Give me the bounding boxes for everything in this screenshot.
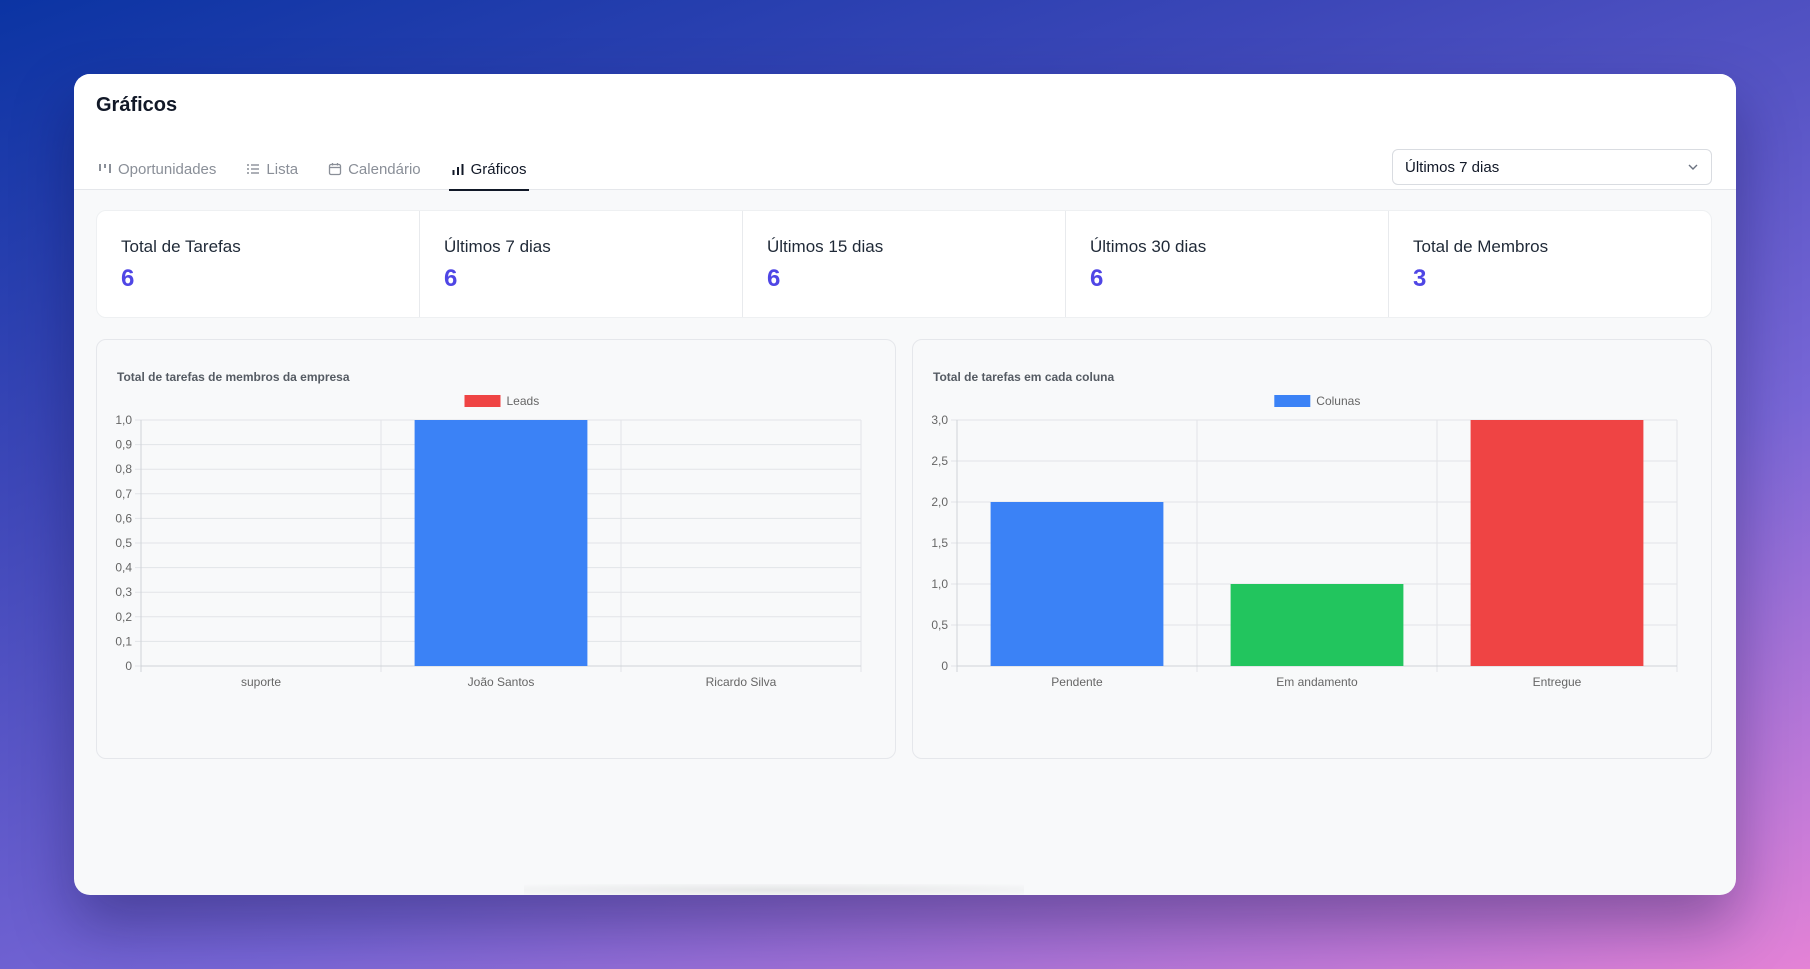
- tab-label: Calendário: [348, 160, 421, 178]
- stat-value: 6: [121, 265, 135, 292]
- legend-swatch: [1274, 395, 1311, 407]
- x-tick-label: João Santos: [468, 675, 535, 689]
- y-tick-label: 0: [125, 659, 132, 673]
- bar[interactable]: [990, 502, 1164, 666]
- view-tabs: Oportunidades Lista Calendário Gráficos: [96, 148, 555, 191]
- chart-card-colunas: Total de tarefas em cada coluna 0 0,5 1,0 1…: [912, 339, 1712, 759]
- stat-ultimos-7-dias: Últimos 7 dias 6: [420, 211, 743, 317]
- stat-value: 6: [1090, 265, 1104, 292]
- app-window: Gráficos Oportunidades Lista Calendário …: [74, 74, 1736, 895]
- y-tick-label: 0: [941, 659, 948, 673]
- y-tick-label: 0,2: [115, 610, 132, 624]
- y-tick-label: 2,5: [931, 454, 948, 468]
- y-tick-label: 0,4: [115, 561, 132, 575]
- members-bar-chart: 0 0,1 0,2 0,3 0,4 0,5 0,6 0,7 0,8 0,9 1,0 suporte Jo…: [115, 394, 862, 689]
- tab-graficos[interactable]: Gráficos: [448, 148, 529, 191]
- y-tick-label: 0,8: [115, 462, 132, 476]
- stat-label: Total de Membros: [1413, 237, 1549, 256]
- chart-card-membros: Total de tarefas de membros da empresa 0…: [96, 339, 896, 759]
- y-tick-label: 0,5: [115, 536, 132, 550]
- stat-total-tarefas: Total de Tarefas 6: [97, 211, 420, 317]
- x-tick-label: Ricardo Silva: [706, 675, 777, 689]
- stats-summary: Total de Tarefas 6 Últimos 7 dias 6 Últi…: [96, 210, 1712, 318]
- y-tick-label: 1,5: [931, 536, 948, 550]
- tab-label: Oportunidades: [118, 160, 217, 178]
- y-tick-label: 0,7: [115, 487, 132, 501]
- list-icon: [247, 164, 260, 174]
- page-header: Gráficos Oportunidades Lista Calendário …: [74, 74, 1736, 191]
- bar[interactable]: [414, 420, 588, 666]
- stat-ultimos-15-dias: Últimos 15 dias 6: [743, 211, 1066, 317]
- legend-label[interactable]: Leads: [507, 394, 540, 408]
- y-tick-label: 0,6: [115, 511, 132, 525]
- tab-calendario[interactable]: Calendário: [326, 148, 423, 190]
- bar[interactable]: [1230, 584, 1404, 666]
- tab-label: Gráficos: [470, 160, 527, 178]
- stat-total-membros: Total de Membros 3: [1389, 211, 1711, 317]
- chart-title: Total de tarefas de membros da empresa: [117, 370, 350, 384]
- stat-label: Total de Tarefas: [121, 237, 241, 256]
- y-tick-label: 0,1: [115, 634, 132, 648]
- y-tick-label: 1,0: [115, 413, 132, 427]
- chevron-down-icon: [1688, 164, 1698, 170]
- y-tick-label: 1,0: [931, 577, 948, 591]
- kanban-icon: [99, 164, 111, 173]
- x-tick-label: suporte: [241, 675, 281, 689]
- stat-ultimos-30-dias: Últimos 30 dias 6: [1066, 211, 1389, 317]
- x-tick-label: Em andamento: [1276, 675, 1358, 689]
- y-tick-label: 0,9: [115, 438, 132, 452]
- stat-label: Últimos 30 dias: [1090, 237, 1207, 256]
- y-tick-label: 0,3: [115, 585, 132, 599]
- bar-chart-icon: [452, 164, 464, 175]
- legend-swatch: [464, 395, 501, 407]
- stat-value: 3: [1413, 265, 1427, 292]
- period-select-value: Últimos 7 dias: [1405, 158, 1500, 176]
- legend-label[interactable]: Colunas: [1316, 394, 1360, 408]
- y-tick-label: 3,0: [931, 413, 948, 427]
- tab-oportunidades[interactable]: Oportunidades: [96, 148, 218, 190]
- tab-lista[interactable]: Lista: [244, 148, 300, 190]
- tab-label: Lista: [266, 160, 299, 178]
- y-tick-label: 2,0: [931, 495, 948, 509]
- stat-value: 6: [444, 265, 458, 292]
- calendar-icon: [328, 163, 342, 176]
- stat-label: Últimos 7 dias: [444, 237, 551, 256]
- y-tick-label: 0,5: [931, 618, 948, 632]
- columns-bar-chart: 0 0,5 1,0 1,5 2,0 2,5 3,0 Pendente Em andamento E…: [931, 394, 1678, 689]
- period-select[interactable]: Últimos 7 dias: [1392, 149, 1712, 185]
- x-tick-label: Entregue: [1533, 675, 1582, 689]
- chart-title: Total de tarefas em cada coluna: [933, 370, 1115, 384]
- page-title: Gráficos: [96, 94, 178, 116]
- decorative-shadow: [524, 884, 1024, 895]
- stat-label: Últimos 15 dias: [767, 237, 884, 256]
- bar[interactable]: [1470, 420, 1644, 666]
- x-tick-label: Pendente: [1051, 675, 1103, 689]
- stat-value: 6: [767, 265, 781, 292]
